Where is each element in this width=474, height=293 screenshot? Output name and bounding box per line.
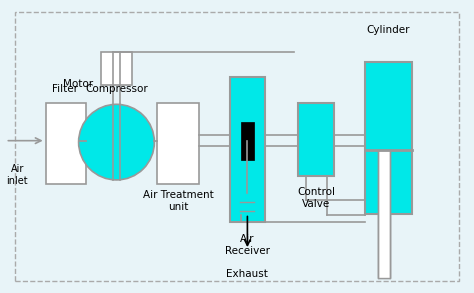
Bar [299, 103, 334, 176]
Bar [101, 52, 132, 85]
Bar [378, 150, 390, 278]
Text: Compressor: Compressor [85, 84, 148, 94]
Text: Control
Valve: Control Valve [297, 187, 335, 209]
Ellipse shape [79, 104, 155, 180]
Text: Filter: Filter [53, 84, 78, 94]
Text: Motor: Motor [63, 79, 93, 89]
Text: Exhaust: Exhaust [227, 269, 268, 279]
Bar [230, 76, 265, 222]
Text: Air Treatment
unit: Air Treatment unit [143, 190, 213, 212]
Bar [46, 103, 86, 184]
Text: Air
inlet: Air inlet [7, 164, 28, 185]
Bar [241, 122, 254, 160]
Bar [378, 196, 390, 278]
Bar [365, 62, 412, 214]
Bar [156, 103, 199, 184]
Text: Air
Receiver: Air Receiver [225, 234, 270, 255]
Text: Cylinder: Cylinder [366, 25, 410, 35]
